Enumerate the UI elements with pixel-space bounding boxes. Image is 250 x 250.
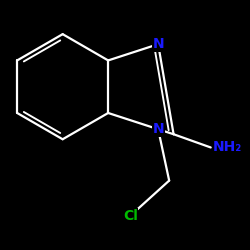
Text: Cl: Cl <box>123 209 138 223</box>
Text: N: N <box>152 37 164 51</box>
Text: NH₂: NH₂ <box>213 140 242 154</box>
Text: N: N <box>152 122 164 136</box>
